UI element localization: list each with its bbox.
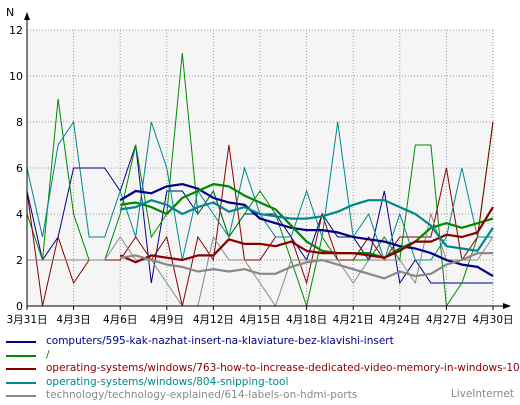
y-tick-label: 10 [9,70,23,83]
x-tick-label: 4月18日 [286,314,327,326]
line-chart: 0 2 4 6 8 10 12 3月31日 4月3日 4月6日 4月9日 4月12日 4月15日 4月18… [6,6,514,326]
series-trend-line [120,199,494,252]
x-tick-label: 4月6日 [103,314,137,326]
legend-label: technology/technology-explained/614-labe… [46,389,358,401]
legend-item: computers/595-kak-nazhat-insert-na-klavi… [6,335,520,349]
legend-swatch [6,341,36,343]
x-tick-label: 4月24日 [379,314,420,326]
y-tick-label: 12 [9,24,23,37]
x-tick-label: 4月27日 [426,314,467,326]
series-trend-line [120,183,494,259]
y-tick-label: 0 [16,300,23,313]
legend-swatch [6,395,36,397]
x-axis-arrow [503,303,511,309]
series-trend-line [119,206,494,264]
x-tick-label: 4月9日 [150,314,184,326]
legend-swatch [6,368,36,370]
legend-swatch [6,381,36,384]
x-tick-label: 4月30日 [472,314,513,326]
tick-labels: 0 2 4 6 8 10 12 3月31日 4月3日 4月6日 4月9日 4月12日 4月15日 4月18… [6,24,513,326]
x-tick-label: 4月12日 [193,314,234,326]
legend-label: operating-systems/windows/804-snipping-t… [46,375,289,388]
y-tick-label: 2 [16,254,23,267]
x-tick-label: 4月21日 [333,314,374,326]
trend-lines [119,183,494,280]
footer-brand: LiveInternet [450,388,514,400]
series-trend-line [119,183,494,278]
y-tick-label: 8 [16,116,23,129]
y-tick-label: 6 [16,162,23,175]
axes [24,12,511,310]
legend-item: technology/technology-explained/614-labe… [6,389,520,403]
y-axis-arrow [24,12,30,20]
legend-label: computers/595-kak-nazhat-insert-na-klavi… [46,335,394,347]
y-tick-label: 4 [16,208,23,221]
y-axis-label: N [6,6,14,19]
x-tick-label: 4月15日 [239,314,280,326]
x-tick-label: 3月31日 [6,314,47,326]
legend-item: operating-systems/windows/763-how-to-inc… [6,362,520,376]
legend: computers/595-kak-nazhat-insert-na-klavi… [6,335,520,403]
legend-label: operating-systems/windows/763-how-to-inc… [46,362,520,374]
legend-label: / [46,348,50,361]
legend-swatch [6,354,36,357]
x-tick-label: 4月3日 [56,314,90,326]
series-trend-line [120,252,493,280]
legend-item: / [6,349,520,363]
series-daily-line [27,212,494,308]
legend-item: operating-systems/windows/804-snipping-t… [6,376,520,390]
